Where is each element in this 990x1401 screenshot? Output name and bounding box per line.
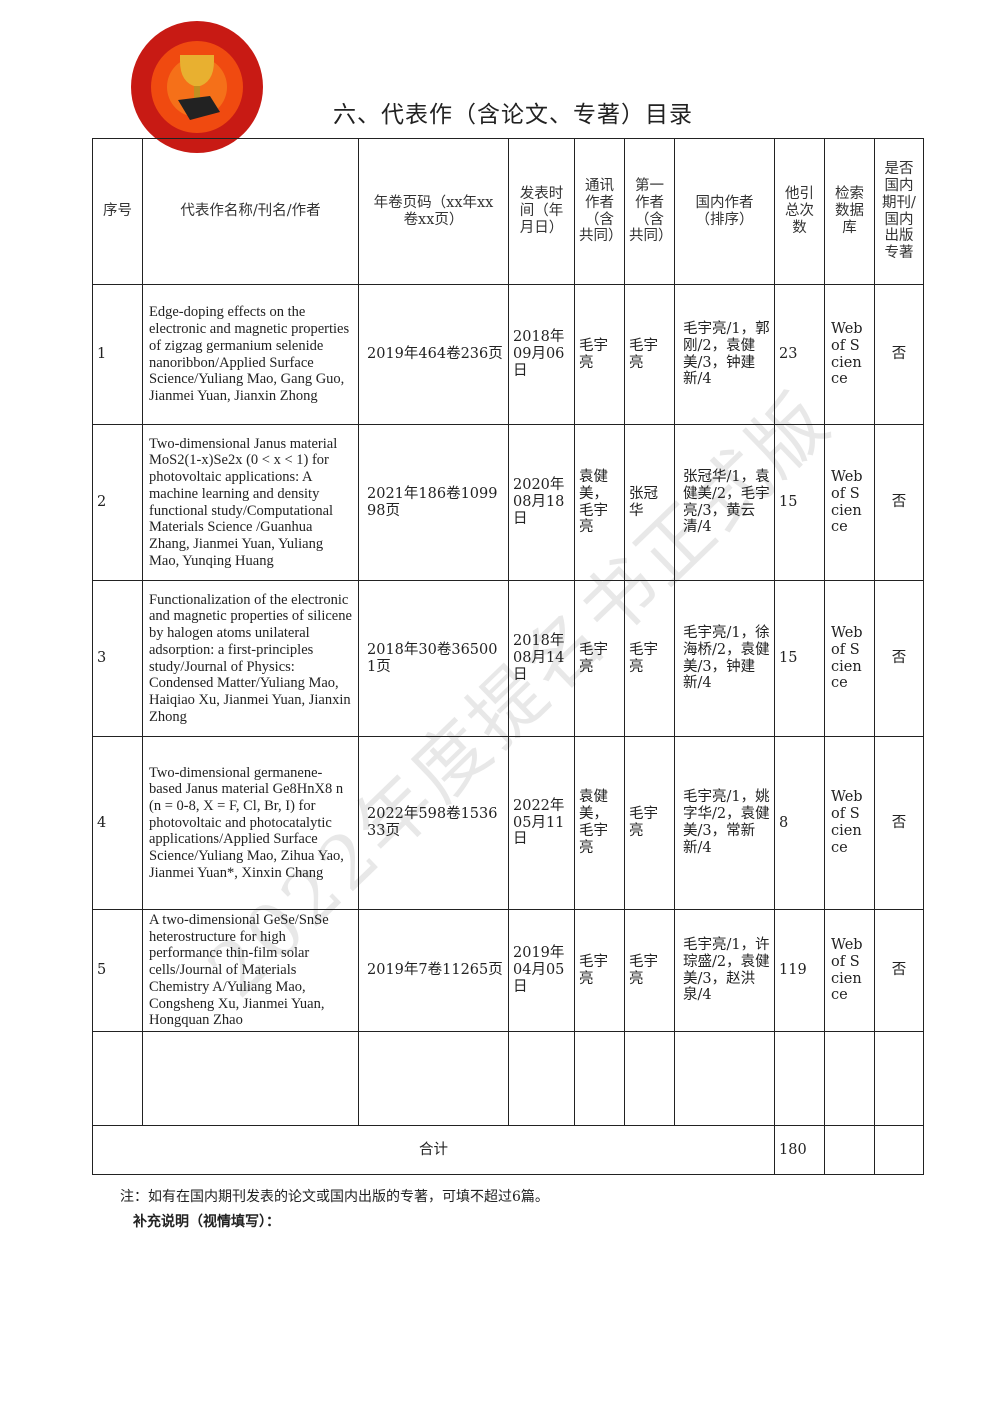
header-date: 发表时间（年月日）: [508, 138, 575, 285]
cell-work: Two-dimensional germanene-based Janus ma…: [142, 736, 359, 910]
cell-corr: 毛宇亮: [574, 909, 625, 1032]
cell-corr: 毛宇亮: [574, 580, 625, 737]
cell-domestic: 毛宇亮/1，许琮盛/2，袁健美/3，赵洪泉/4: [674, 909, 775, 1032]
table-row: 2 Two-dimensional Janus material MoS2(1-x…: [92, 424, 924, 581]
cell-no: 1: [92, 284, 143, 425]
cell-corr: 袁健美，毛宇亮: [574, 424, 625, 581]
cell-corr: 毛宇亮: [574, 284, 625, 425]
cell-first: 张冠华: [624, 424, 675, 581]
cell-first: 毛宇亮: [624, 736, 675, 910]
cell-pages: 2022年598卷153633页: [358, 736, 509, 910]
cell-domestic: 张冠华/1，袁健美/2，毛宇亮/3，黄云清/4: [674, 424, 775, 581]
header-domestic-authors: 国内作者（排序）: [674, 138, 775, 285]
cell-cn: 否: [874, 580, 924, 737]
table-row: 4 Two-dimensional germanene-based Janus m…: [92, 736, 924, 910]
cell-corr: 袁健美，毛宇亮: [574, 736, 625, 910]
cell-work: Two-dimensional Janus material MoS2(1-x)…: [142, 424, 359, 581]
header-database: 检索数据库: [824, 138, 875, 285]
cell-cn: 否: [874, 736, 924, 910]
empty-row: [92, 1031, 924, 1126]
cell-no: 2: [92, 424, 143, 581]
cell-cites: 15: [774, 424, 825, 581]
footnote: 注：如有在国内期刊发表的论文或国内出版的专著，可填不超过6篇。: [120, 1189, 549, 1205]
cell-db: Web of Science: [824, 580, 875, 737]
table-header-row: 序号 代表作名称/刊名/作者 年卷页码（xx年xx卷xx页） 发表时间（年月日）…: [92, 138, 924, 285]
cell-pages: 2021年186卷109998页: [358, 424, 509, 581]
cell-cn: 否: [874, 424, 924, 581]
header-no: 序号: [92, 138, 143, 285]
cell-date: 2018年08月14日: [508, 580, 575, 737]
cell-domestic: 毛宇亮/1，徐海桥/2，袁健美/3，钟建新/4: [674, 580, 775, 737]
cell-cites: 15: [774, 580, 825, 737]
supplement-label: 补充说明（视情填写）：: [133, 1214, 280, 1230]
header-citations: 他引总次数: [774, 138, 825, 285]
table-row: 1 Edge-doping effects on the electronic a…: [92, 284, 924, 425]
cell-no: 3: [92, 580, 143, 737]
cell-cites: 23: [774, 284, 825, 425]
header-work: 代表作名称/刊名/作者: [142, 138, 359, 285]
cell-cn: 否: [874, 284, 924, 425]
cell-cites: 8: [774, 736, 825, 910]
total-label: 合计: [92, 1125, 775, 1175]
cell-date: 2022年05月11日: [508, 736, 575, 910]
cell-domestic: 毛宇亮/1，郭刚/2，袁健美/3，钟建新/4: [674, 284, 775, 425]
cell-db: Web of Science: [824, 736, 875, 910]
cell-db: Web of Science: [824, 909, 875, 1032]
cell-date: 2018年09月06日: [508, 284, 575, 425]
cell-no: 4: [92, 736, 143, 910]
total-row: 合计 180: [92, 1125, 924, 1175]
cell-pages: 2018年30卷365001页: [358, 580, 509, 737]
cell-first: 毛宇亮: [624, 580, 675, 737]
cell-work: Edge-doping effects on the electronic an…: [142, 284, 359, 425]
cell-pages: 2019年464卷236页: [358, 284, 509, 425]
table-row: 3 Functionalization of the electronic and…: [92, 580, 924, 737]
cell-work: A two-dimensional GeSe/SnSe heterostruct…: [142, 909, 359, 1032]
header-pages: 年卷页码（xx年xx卷xx页）: [358, 138, 509, 285]
cell-db: Web of Science: [824, 284, 875, 425]
header-corresponding: 通讯作者（含共同）: [574, 138, 625, 285]
total-citations: 180: [774, 1125, 825, 1175]
cell-db: Web of Science: [824, 424, 875, 581]
cell-first: 毛宇亮: [624, 909, 675, 1032]
page-title: 六、代表作（含论文、专著）目录: [333, 102, 693, 128]
representative-works-table: 序号 代表作名称/刊名/作者 年卷页码（xx年xx卷xx页） 发表时间（年月日）…: [92, 138, 924, 1175]
cell-domestic: 毛宇亮/1，姚字华/2，袁健美/3，常新新/4: [674, 736, 775, 910]
award-office-seal-logo: [131, 21, 263, 153]
header-first-author: 第一作者（含共同）: [624, 138, 675, 285]
cell-no: 5: [92, 909, 143, 1032]
cell-cn: 否: [874, 909, 924, 1032]
cell-date: 2019年04月05日: [508, 909, 575, 1032]
cell-cites: 119: [774, 909, 825, 1032]
header-domestic-journal: 是否国内期刊/国内出版专著: [874, 138, 924, 285]
cell-first: 毛宇亮: [624, 284, 675, 425]
cell-work: Functionalization of the electronic and …: [142, 580, 359, 737]
cell-date: 2020年08月18日: [508, 424, 575, 581]
cell-pages: 2019年7卷11265页: [358, 909, 509, 1032]
